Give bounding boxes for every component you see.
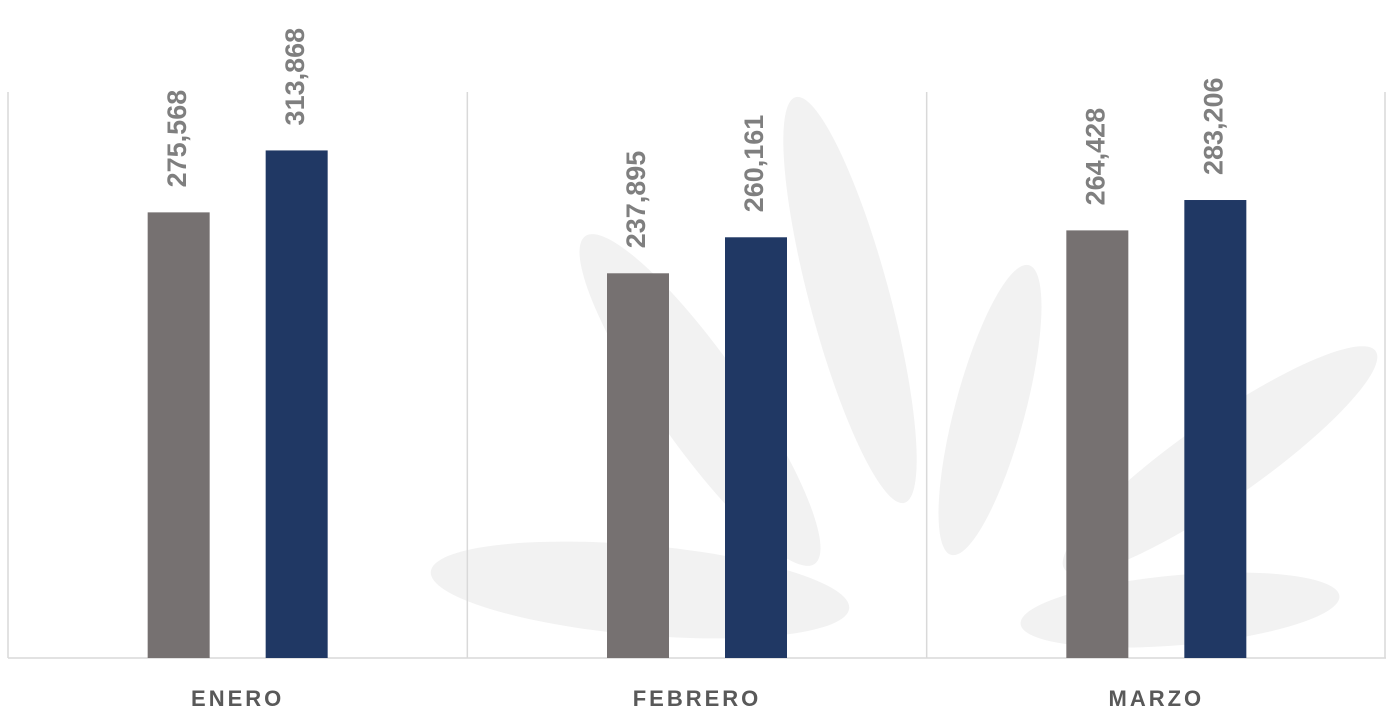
bar: [1184, 200, 1247, 658]
x-tick-label: FEBRERO: [633, 686, 762, 711]
value-label: 283,206: [1198, 77, 1228, 175]
bar: [1066, 230, 1129, 658]
x-tick-label: MARZO: [1109, 686, 1205, 711]
value-label: 313,868: [280, 28, 310, 126]
value-label: 237,895: [621, 151, 651, 249]
bar: [607, 273, 669, 658]
bar: [725, 237, 787, 658]
value-label: 275,568: [162, 90, 192, 188]
bar: [265, 150, 328, 658]
bar: [147, 212, 210, 658]
x-tick-label: ENERO: [191, 686, 284, 711]
value-label: 264,428: [1080, 108, 1110, 206]
value-label: 260,161: [739, 115, 769, 213]
